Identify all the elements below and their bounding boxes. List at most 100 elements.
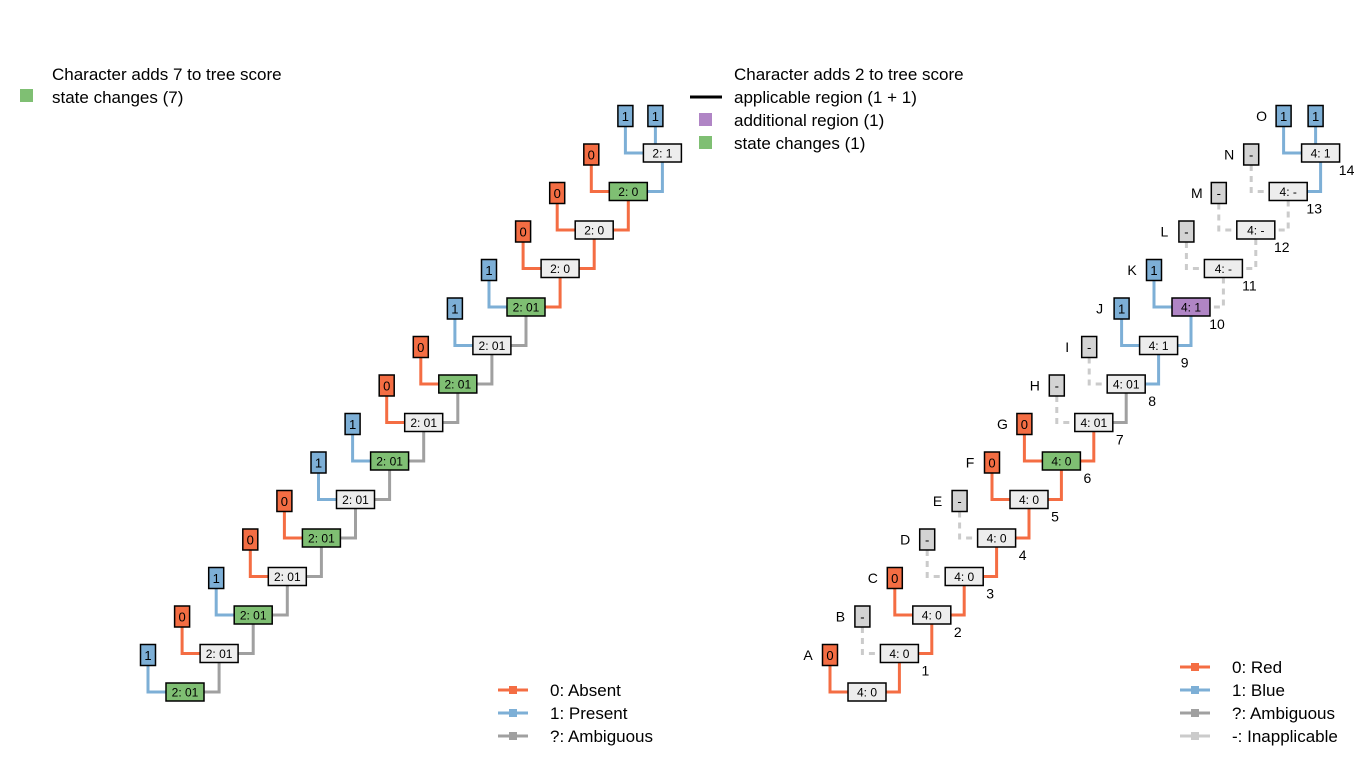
right-edge-tip: [828, 665, 848, 694]
right-node-label: 4: -: [1215, 262, 1232, 276]
left-tip-box: [583, 143, 600, 166]
left-edge-tip: [555, 203, 576, 232]
right-node-box: [1074, 412, 1114, 433]
right-edge-node: [1145, 354, 1161, 386]
left-edge-tip: [521, 242, 542, 270]
right-node-number: 12: [1274, 239, 1290, 255]
left-tip-state: 1: [652, 109, 659, 124]
left-node-label: 2: 0: [550, 262, 570, 276]
right-legend-label: -: Inapplicable: [1232, 727, 1338, 746]
left-node-label: 2: 01: [410, 416, 437, 430]
left-node-box: [608, 181, 649, 202]
left-edge-node: [408, 431, 426, 463]
left-tip-state: 1: [622, 109, 629, 124]
left-tip-box: [514, 220, 532, 243]
left-node-box: [233, 605, 273, 625]
left-edge-tip: [282, 511, 303, 540]
right-legend-marker: [1191, 709, 1199, 717]
right-node-number: 9: [1181, 355, 1189, 371]
right-tip-state: -: [1055, 379, 1059, 394]
right-legend-marker: [1191, 732, 1199, 740]
left-edge-node: [340, 508, 357, 540]
right-node-box: [976, 528, 1017, 548]
left-tip-box: [412, 335, 430, 359]
right-edge-tip: [958, 511, 978, 540]
right-taxon-label: A: [803, 647, 813, 663]
left-tip-state: 0: [417, 340, 424, 355]
left-edge-tip: [180, 627, 201, 655]
right-node-box: [1009, 489, 1049, 510]
right-node-box: [1300, 143, 1341, 163]
right-legend-label: 1: Blue: [1232, 681, 1285, 700]
left-edge-node: [204, 662, 221, 694]
right-taxon-label: D: [900, 532, 910, 548]
right-edge-tip: [1249, 165, 1270, 193]
right-tip-state: -: [1249, 148, 1253, 163]
left-edge-tip: [419, 357, 439, 386]
right-node-box: [1106, 374, 1146, 394]
right-node-label: 4: 0: [857, 686, 877, 700]
left-edge-tip: [317, 473, 337, 501]
left-tip-state: 0: [178, 610, 185, 625]
left-tip-state: 0: [281, 494, 288, 509]
left-legend-marker: [509, 686, 517, 694]
right-tip-box: [854, 605, 871, 628]
right-edge-tip: [1282, 126, 1302, 155]
left-node-label: 2: 01: [172, 686, 199, 700]
left-node-box: [438, 374, 478, 394]
left-tip-state: 1: [144, 648, 151, 663]
right-node-box: [912, 605, 952, 625]
left-tip-state: 1: [315, 456, 322, 471]
left-legend-marker: [509, 709, 517, 717]
left-edge-node: [238, 624, 255, 655]
right-changes-swatch: [699, 136, 712, 149]
right-edge-node: [1048, 470, 1063, 501]
right-tip-box: [1307, 104, 1324, 128]
left-node-label: 2: 1: [652, 147, 672, 161]
right-tip-state: -: [957, 494, 961, 509]
right-edge-tip: [990, 473, 1010, 501]
left-edge-node: [374, 470, 392, 501]
right-taxon-label: M: [1191, 185, 1203, 201]
right-node-number: 6: [1084, 470, 1092, 486]
right-taxon-label: I: [1065, 339, 1069, 355]
right-legend-label: 0: Red: [1232, 658, 1282, 677]
left-edge-node: [306, 547, 323, 578]
left-tip-state: 0: [247, 533, 254, 548]
right-taxon-label: C: [868, 570, 878, 586]
left-changes-label: state changes (7): [52, 88, 183, 107]
right-edge-tip: [1152, 280, 1172, 309]
left-tip-box: [310, 451, 327, 474]
left-node-label: 2: 01: [206, 647, 233, 661]
right-node-number: 4: [1019, 547, 1027, 563]
right-tip-state: -: [1087, 340, 1091, 355]
right-tip-state: 1: [1150, 263, 1157, 278]
right-legend-marker: [1191, 686, 1199, 694]
right-edge-tip: [1022, 434, 1043, 463]
right-state-legend: 0: Red 1: Blue ?: Ambiguous -: Inapplicable: [1180, 658, 1338, 746]
right-edge-tip: [860, 627, 881, 655]
right-node-label: 4: 01: [1080, 416, 1107, 430]
right-edge-tip: [1120, 319, 1140, 347]
right-node-label: 4: 0: [1051, 455, 1071, 469]
right-edge-node: [1307, 162, 1323, 193]
left-node-label: 2: 01: [444, 378, 471, 392]
right-tip-state: 0: [891, 571, 898, 586]
left-edge-node: [579, 239, 596, 270]
right-tip-state: 0: [826, 648, 833, 663]
left-changes-swatch: [20, 89, 33, 102]
right-edge-node: [1274, 200, 1290, 232]
right-edge-tip: [1087, 357, 1108, 386]
right-tip-state: -: [860, 610, 864, 625]
left-edge-node: [545, 277, 562, 309]
left-edge-node: [510, 316, 528, 347]
right-node-label: 4: 0: [954, 570, 974, 584]
right-edge-node: [1080, 431, 1096, 463]
right-node-number: 1: [922, 663, 930, 679]
right-tip-state: 1: [1280, 109, 1287, 124]
right-tip-box: [1016, 412, 1033, 436]
right-node-number: 7: [1116, 432, 1124, 448]
right-edge-node: [1210, 277, 1225, 309]
right-edge-node: [1177, 316, 1193, 347]
right-edge-node: [1015, 508, 1031, 540]
